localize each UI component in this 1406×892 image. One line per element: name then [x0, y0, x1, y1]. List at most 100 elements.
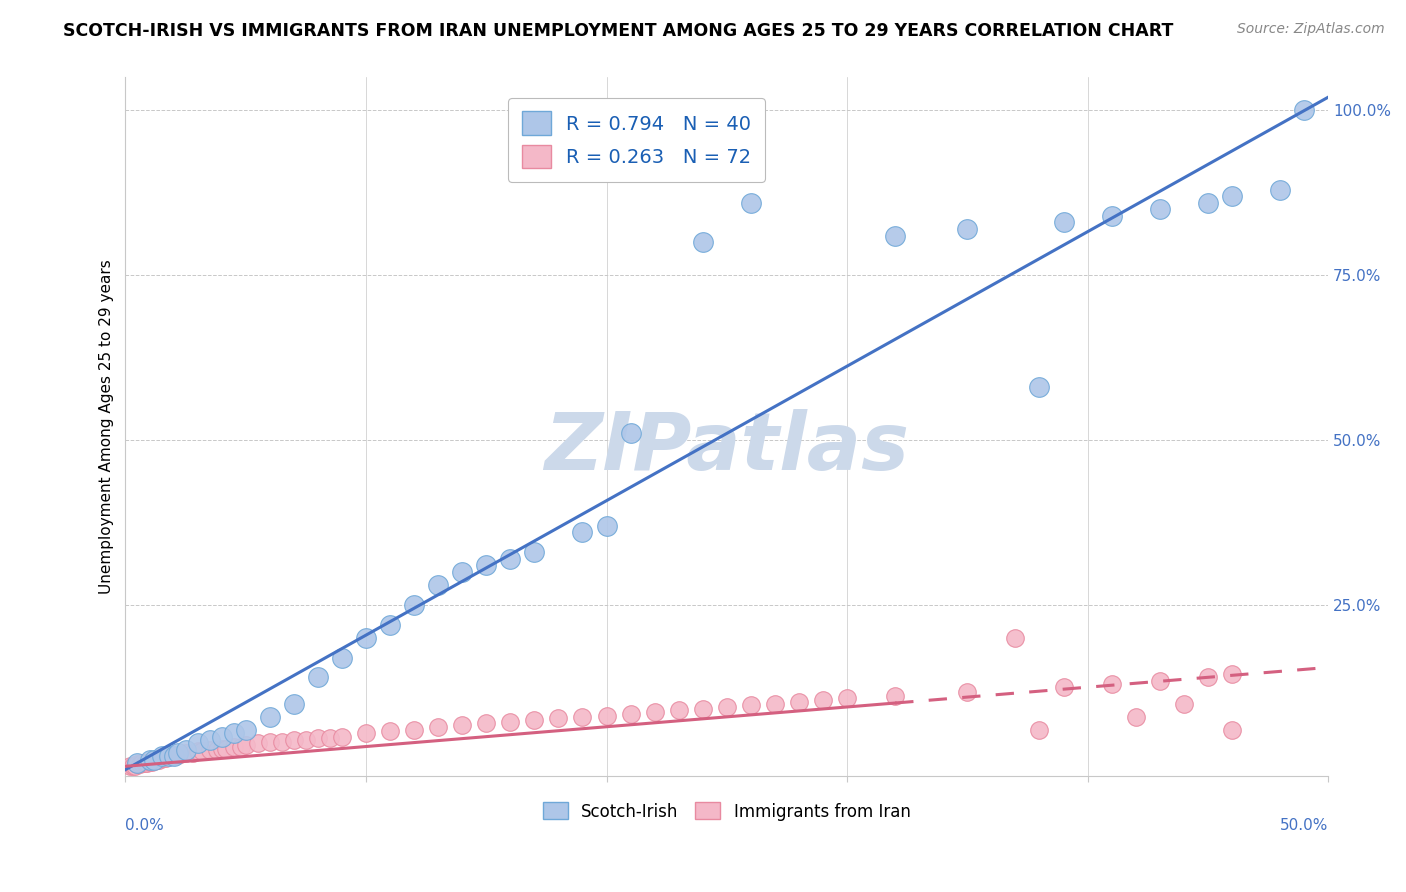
- Point: [167, 746, 190, 760]
- Point: [451, 718, 474, 732]
- Point: [404, 598, 426, 612]
- Point: [162, 749, 184, 764]
- Point: [174, 743, 197, 757]
- Point: [138, 755, 160, 769]
- Point: [162, 749, 184, 764]
- Point: [763, 697, 786, 711]
- Point: [884, 228, 907, 243]
- Point: [211, 741, 233, 756]
- Point: [547, 711, 569, 725]
- Point: [307, 670, 329, 684]
- Point: [1149, 202, 1171, 217]
- Point: [427, 720, 450, 734]
- Point: [187, 744, 209, 758]
- Point: [124, 759, 146, 773]
- Point: [1173, 697, 1195, 711]
- Point: [153, 750, 176, 764]
- Point: [167, 748, 190, 763]
- Point: [141, 755, 163, 769]
- Point: [246, 736, 269, 750]
- Point: [571, 525, 593, 540]
- Point: [330, 730, 353, 744]
- Point: [222, 739, 245, 754]
- Point: [884, 689, 907, 703]
- Point: [131, 756, 153, 770]
- Point: [1294, 103, 1316, 118]
- Point: [129, 757, 152, 772]
- Point: [283, 697, 305, 711]
- Point: [1220, 723, 1243, 737]
- Point: [787, 695, 810, 709]
- Point: [307, 731, 329, 745]
- Point: [692, 235, 714, 250]
- Point: [523, 545, 546, 559]
- Point: [143, 753, 166, 767]
- Point: [145, 753, 167, 767]
- Point: [198, 733, 221, 747]
- Point: [451, 565, 474, 579]
- Point: [620, 426, 643, 441]
- Point: [295, 733, 318, 747]
- Point: [259, 735, 281, 749]
- Point: [127, 756, 149, 770]
- Point: [475, 558, 498, 573]
- Point: [716, 700, 738, 714]
- Point: [205, 743, 228, 757]
- Point: [174, 746, 197, 760]
- Point: [157, 749, 180, 764]
- Point: [835, 691, 858, 706]
- Point: [270, 735, 292, 749]
- Point: [1197, 195, 1219, 210]
- Point: [1101, 209, 1123, 223]
- Point: [404, 723, 426, 737]
- Point: [187, 736, 209, 750]
- Point: [354, 726, 377, 740]
- Point: [148, 753, 170, 767]
- Point: [215, 741, 238, 756]
- Point: [1028, 723, 1050, 737]
- Point: [378, 724, 401, 739]
- Point: [620, 706, 643, 721]
- Point: [1220, 189, 1243, 203]
- Point: [499, 715, 522, 730]
- Point: [138, 753, 160, 767]
- Point: [644, 705, 666, 719]
- Point: [1028, 380, 1050, 394]
- Point: [235, 738, 257, 752]
- Point: [150, 749, 173, 764]
- Point: [222, 726, 245, 740]
- Point: [595, 708, 617, 723]
- Point: [1125, 710, 1147, 724]
- Point: [330, 650, 353, 665]
- Text: Source: ZipAtlas.com: Source: ZipAtlas.com: [1237, 22, 1385, 37]
- Point: [354, 631, 377, 645]
- Point: [692, 702, 714, 716]
- Point: [319, 731, 342, 745]
- Point: [523, 713, 546, 727]
- Point: [181, 746, 204, 760]
- Text: 0.0%: 0.0%: [125, 818, 165, 833]
- Point: [198, 743, 221, 757]
- Point: [378, 617, 401, 632]
- Point: [160, 749, 183, 764]
- Text: 50.0%: 50.0%: [1279, 818, 1329, 833]
- Point: [956, 685, 979, 699]
- Text: SCOTCH-IRISH VS IMMIGRANTS FROM IRAN UNEMPLOYMENT AMONG AGES 25 TO 29 YEARS CORR: SCOTCH-IRISH VS IMMIGRANTS FROM IRAN UNE…: [63, 22, 1174, 40]
- Point: [283, 733, 305, 747]
- Point: [427, 578, 450, 592]
- Point: [155, 750, 177, 764]
- Point: [136, 756, 159, 770]
- Point: [1197, 670, 1219, 684]
- Legend: Scotch-Irish, Immigrants from Iran: Scotch-Irish, Immigrants from Iran: [536, 796, 917, 827]
- Point: [120, 759, 142, 773]
- Y-axis label: Unemployment Among Ages 25 to 29 years: Unemployment Among Ages 25 to 29 years: [100, 260, 114, 594]
- Point: [571, 710, 593, 724]
- Point: [259, 710, 281, 724]
- Point: [121, 759, 143, 773]
- Point: [1101, 677, 1123, 691]
- Point: [740, 698, 762, 712]
- Point: [143, 753, 166, 767]
- Point: [499, 551, 522, 566]
- Point: [191, 744, 214, 758]
- Text: ZIPatlas: ZIPatlas: [544, 409, 910, 487]
